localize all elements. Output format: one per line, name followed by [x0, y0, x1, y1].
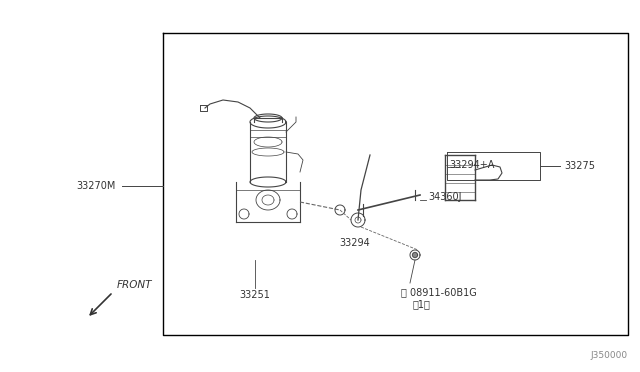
Text: （1）: （1）: [413, 299, 431, 309]
Text: 33294: 33294: [340, 238, 371, 248]
Polygon shape: [413, 253, 417, 257]
Text: J350000: J350000: [591, 351, 628, 360]
Text: 34360J: 34360J: [428, 192, 461, 202]
Text: FRONT: FRONT: [117, 280, 152, 290]
Text: 33270M: 33270M: [76, 181, 115, 191]
Text: 33275: 33275: [564, 161, 595, 171]
Text: 33294+A: 33294+A: [449, 160, 494, 170]
Text: 33251: 33251: [239, 290, 271, 300]
Text: Ⓝ 08911-60B1G: Ⓝ 08911-60B1G: [401, 287, 477, 297]
